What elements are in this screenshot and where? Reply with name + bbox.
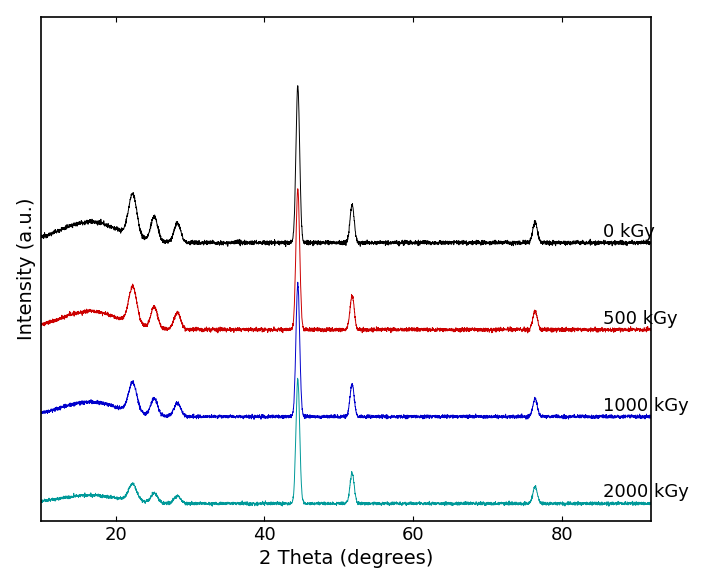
Y-axis label: Intensity (a.u.): Intensity (a.u.) — [16, 198, 36, 340]
Text: 2000 kGy: 2000 kGy — [603, 483, 689, 501]
Text: 1000 kGy: 1000 kGy — [603, 397, 689, 415]
Text: 500 kGy: 500 kGy — [603, 309, 677, 328]
X-axis label: 2 Theta (degrees): 2 Theta (degrees) — [259, 549, 433, 569]
Text: 0 kGy: 0 kGy — [603, 223, 655, 240]
